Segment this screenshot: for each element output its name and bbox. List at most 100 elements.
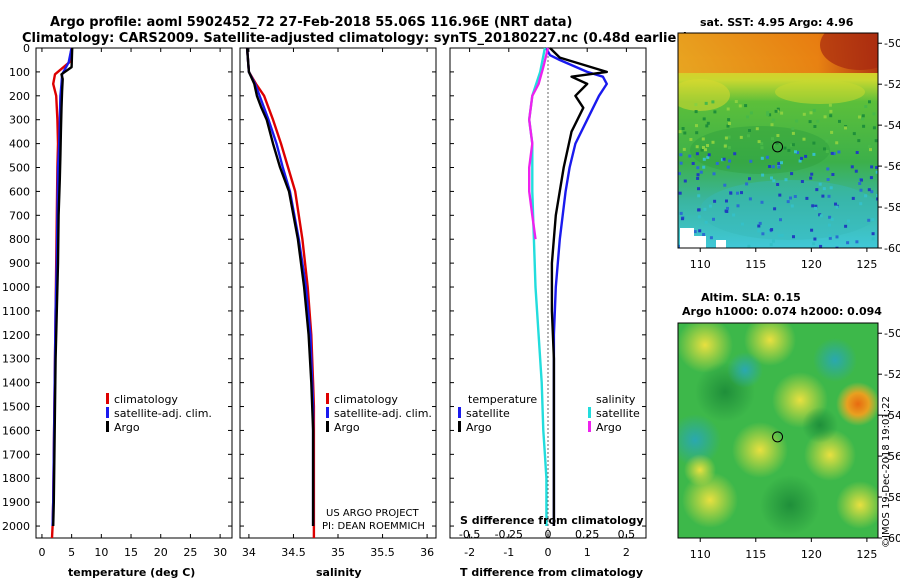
sst-pixel <box>679 161 683 165</box>
sst-pixel <box>683 131 687 135</box>
sst-pixel <box>713 199 717 203</box>
sst-pixel <box>736 204 740 208</box>
credit-project: US ARGO PROJECT <box>326 508 420 519</box>
depth-tick-label: 900 <box>9 257 30 270</box>
sst-pixel <box>828 236 832 240</box>
legend-swatch-climatology <box>106 393 109 404</box>
imos-watermark: ©IMOS 19-Dec-2018 19:01:22 <box>881 396 892 548</box>
sst-pixel <box>812 152 816 156</box>
sst-pixel <box>771 165 775 169</box>
x-tick-label: 10 <box>94 546 108 559</box>
sla-blob <box>813 338 857 382</box>
sst-pixel <box>697 208 701 212</box>
sst-pixel <box>835 235 839 239</box>
legend-swatch-t-argo <box>458 421 461 432</box>
sst-pixel <box>722 157 726 161</box>
depth-tick-label: 1700 <box>2 448 30 461</box>
x-tick-label: 5 <box>68 546 75 559</box>
sst-pixel <box>747 134 750 138</box>
sla-map-title1: Altim. SLA: 0.15 <box>701 291 801 304</box>
sst-pixel <box>724 136 728 140</box>
sst-pixel <box>678 130 682 134</box>
sst-pixel <box>727 118 731 122</box>
sst-pixel <box>818 182 822 186</box>
sst-pixel <box>726 206 729 210</box>
sst-pixel <box>678 133 682 137</box>
lat-tick-label: -56 <box>884 160 900 173</box>
sst-pixel <box>709 236 713 240</box>
lat-tick-label: -60 <box>884 532 900 545</box>
sst-pixel <box>749 159 753 163</box>
sst-pixel <box>723 183 727 187</box>
sst-pixel <box>792 235 795 239</box>
sst-pixel <box>867 188 871 192</box>
sst-pixel <box>798 159 802 163</box>
sst-pixel <box>829 109 833 113</box>
depth-tick-label: 200 <box>9 90 30 103</box>
sst-pixel <box>772 239 775 243</box>
sst-pixel <box>823 147 826 151</box>
sst-pixel <box>850 165 854 169</box>
sst-pixel <box>760 146 764 150</box>
sst-pixel <box>800 180 804 183</box>
sst-pixel <box>701 137 705 141</box>
sst-pixel <box>706 121 710 125</box>
sst-pixel <box>813 237 817 241</box>
t-difference-x-label: T difference from climatology <box>460 566 643 579</box>
sst-pixel <box>733 152 737 156</box>
sla-lon-axis: 110 115 120 125 <box>690 538 877 561</box>
sst-pixel <box>748 129 751 132</box>
sst-pixel <box>739 135 743 139</box>
sla-map <box>678 323 878 538</box>
depth-tick-label: 1100 <box>2 305 30 318</box>
sst-pixel <box>821 194 825 198</box>
sst-pixel <box>790 143 794 147</box>
sst-pixel <box>738 104 742 108</box>
lon-tick-label: 125 <box>856 258 877 271</box>
sla-lat-axis: -50 -52 -54 -56 -58 -60 <box>878 327 900 545</box>
sst-pixel <box>819 244 823 248</box>
sst-pixel <box>778 193 782 197</box>
sst-pixel <box>746 115 749 119</box>
sst-pixel <box>805 196 809 200</box>
sst-pixel <box>791 131 795 135</box>
sst-pixel <box>831 173 835 176</box>
sst-lon-axis: 110 115 120 125 <box>690 248 877 271</box>
sst-pixel <box>760 200 764 204</box>
temperature-panel-frame <box>35 47 233 539</box>
sst-pixel <box>696 166 700 170</box>
x-tick-label: 35.5 <box>370 546 395 559</box>
sst-pixel <box>827 194 831 198</box>
sla-argo-location-marker <box>772 431 784 443</box>
t-difference-x-axis: -2 -1 0 1 2 <box>464 48 630 559</box>
depth-axis: 0 100 200 300 400 500 600 700 800 900 1000 1100 1200… <box>2 42 646 533</box>
sst-pixel <box>822 187 826 191</box>
sst-pixel <box>837 150 841 154</box>
sst-pixel <box>726 165 730 169</box>
sst-pixel <box>858 115 861 119</box>
sst-pixel <box>770 176 773 180</box>
sst-pixel <box>847 219 850 223</box>
sst-pixel <box>683 179 687 183</box>
sst-pixel <box>693 230 697 234</box>
sst-pixel <box>826 178 830 181</box>
sla-map-frame <box>677 322 879 539</box>
sst-pixel <box>844 126 847 130</box>
sst-pixel <box>728 159 732 163</box>
sst-pixel <box>861 114 865 118</box>
sst-pixel <box>757 140 761 144</box>
sst-pixel <box>802 137 806 141</box>
sst-pixel <box>702 165 706 169</box>
x-tick-label: 25 <box>183 546 197 559</box>
sst-pixel <box>772 179 776 183</box>
legend-swatch-argo <box>326 421 329 432</box>
legend-satellite-adj: satellite-adj. clim. <box>334 407 432 420</box>
sst-pixel <box>811 204 815 208</box>
temperature-series <box>50 47 74 538</box>
sst-pixel <box>696 173 700 177</box>
x-tick-label: 34 <box>242 546 256 559</box>
sst-pixel <box>857 139 861 143</box>
lat-tick-label: -50 <box>884 327 900 340</box>
sst-pixel <box>732 213 736 217</box>
sst-pixel <box>852 132 856 136</box>
